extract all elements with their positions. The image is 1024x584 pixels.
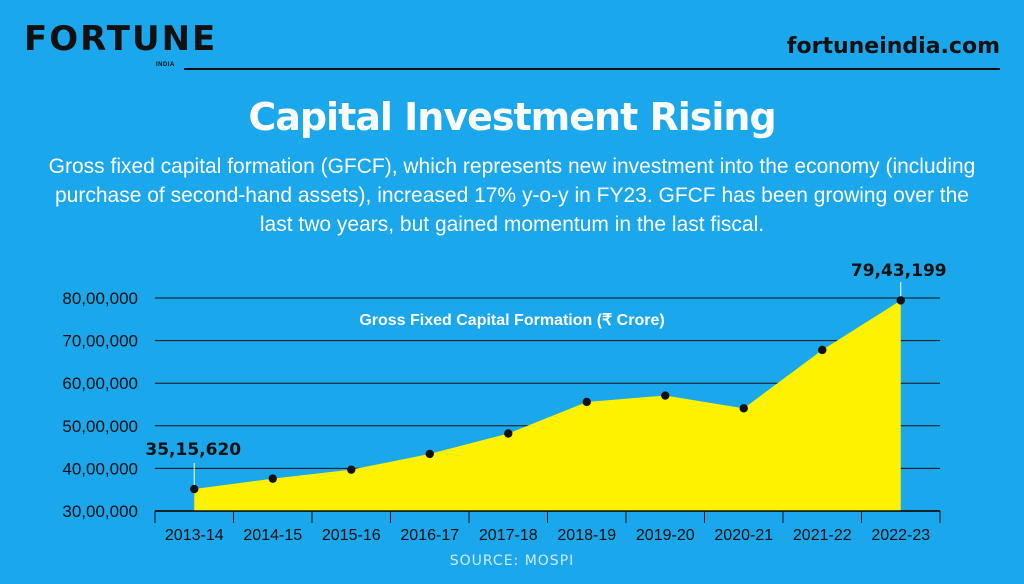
y-tick-label: 40,00,000 [62, 459, 138, 478]
data-label: 35,15,620 [145, 440, 241, 460]
y-tick-label: 70,00,000 [62, 332, 138, 351]
y-tick-label: 60,00,000 [62, 374, 138, 393]
x-tick-label: 2015-16 [322, 527, 381, 544]
data-point [347, 465, 356, 474]
x-tick-label: 2014-15 [243, 527, 302, 544]
x-tick-label: 2013-14 [165, 527, 224, 544]
y-tick-label: 80,00,000 [62, 289, 138, 308]
x-tick-label: 2017-18 [479, 527, 538, 544]
data-point [425, 449, 434, 459]
gfcf-area-fill [194, 300, 901, 511]
data-point [896, 296, 905, 305]
data-point [739, 404, 748, 413]
x-tick-label: 2019-20 [636, 527, 695, 544]
y-tick-label: 50,00,000 [62, 417, 138, 436]
headline-subtitle: Gross fixed capital formation (GFCF), wh… [48, 155, 976, 236]
fortune-logo: FORTUNE [24, 19, 218, 59]
fortune-logo-subtext: INDIA [156, 62, 175, 68]
site-url: fortuneindia.com [786, 34, 1000, 59]
y-tick-label: 30,00,000 [62, 502, 138, 521]
x-tick-label: 2018-19 [557, 527, 616, 544]
x-tick-label: 2016-17 [400, 527, 459, 544]
data-point [661, 391, 670, 400]
x-tick-label: 2021-22 [793, 527, 852, 544]
header-divider [184, 68, 1000, 70]
data-point [268, 474, 277, 483]
source-note: SOURCE: MOSPI [449, 553, 575, 569]
headline-title: Capital Investment Rising [248, 95, 776, 139]
data-point [582, 397, 591, 407]
x-tick-label: 2020-21 [714, 527, 773, 544]
x-tick-label: 2022-23 [871, 527, 930, 544]
data-label: 79,43,199 [851, 261, 947, 281]
data-point [818, 345, 827, 355]
chart-title: Gross Fixed Capital Formation (₹ Crore) [359, 312, 664, 329]
data-point [504, 429, 513, 438]
data-point [190, 484, 199, 494]
